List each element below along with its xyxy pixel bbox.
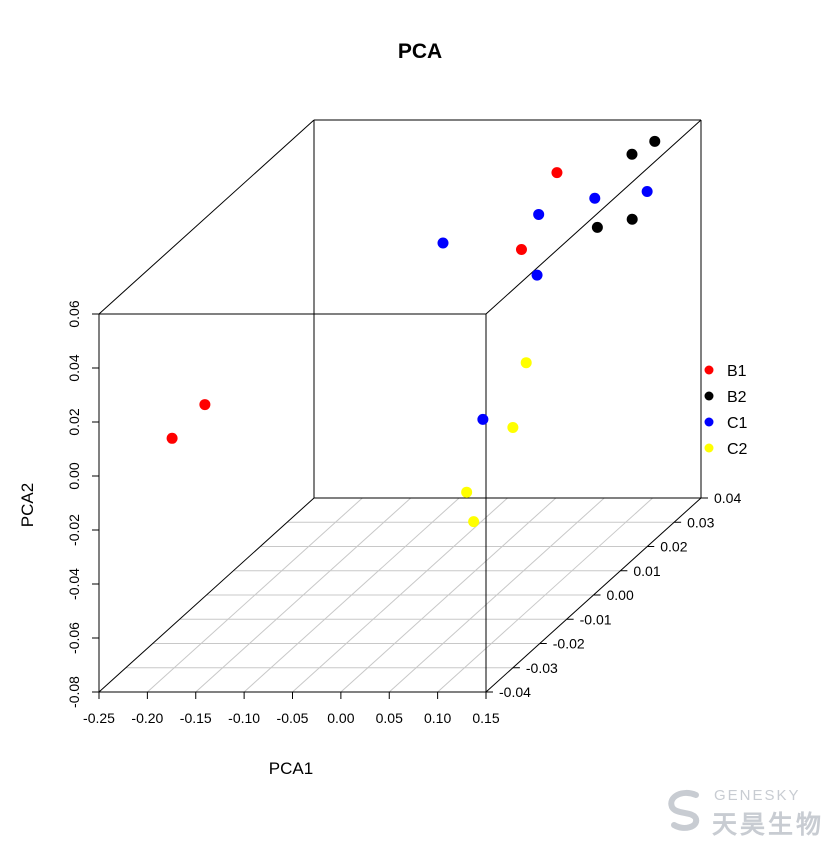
watermark-brand-cjk: 天昊生物 [712,810,825,839]
y-tick-label: 0.02 [66,408,82,435]
data-point-c1 [533,208,545,220]
plot-box [98,119,702,693]
legend-label: C1 [727,415,748,432]
x-tick-label: 0.10 [424,710,451,726]
x-tick-label: -0.20 [131,710,163,726]
y-tick-label: -0.08 [66,676,82,708]
data-point-c2 [461,486,473,498]
z-tick-label: 0.00 [607,587,634,603]
x-tick-label: -0.25 [83,710,115,726]
z-tick-label: 0.04 [714,490,741,506]
box-edge [98,119,315,315]
data-point-c1 [641,185,653,197]
data-point-b2 [626,148,638,160]
chart-title: PCA [398,40,442,63]
legend-marker-c2 [704,443,714,453]
data-point-b1 [551,167,563,179]
z-tick-label: -0.02 [553,636,585,652]
data-point-c1 [477,413,489,425]
legend-marker-b1 [704,365,714,375]
z-tick-label: -0.01 [580,611,612,627]
data-point-b2 [591,221,603,233]
z-tick-label: 0.02 [660,539,687,555]
z-axis-ticks: -0.04 -0.03 -0.02 -0.01 0.00 0.010.020.030.04 [486,490,741,700]
legend-label: C2 [727,441,748,458]
y-tick-label: -0.04 [66,568,82,600]
x-tick-label: -0.10 [228,710,260,726]
legend-label: B2 [727,389,747,406]
z-tick-label: 0.01 [633,563,660,579]
data-point-c1 [531,269,543,281]
watermark: GENESKY 天昊生物 [662,783,832,839]
box-edge [485,119,702,315]
watermark-brand-latin: GENESKY [714,787,801,804]
x-tick-label: 0.00 [327,710,354,726]
data-point-b1 [199,399,211,411]
y-axis-ticks: -0.08 -0.06 -0.04 -0.02 0.00 0.02 0.04 0.06 [66,300,99,708]
x-tick-label: -0.05 [277,710,309,726]
z-tick-label: -0.04 [499,684,531,700]
x-axis-label: PCA1 [269,759,313,778]
floor-grid [125,497,675,693]
z-tick-label: -0.03 [526,660,558,676]
data-point-c2 [520,357,532,369]
legend: B1 B2 C1 C2 [704,363,748,458]
y-tick-label: -0.06 [66,622,82,654]
legend-label: B1 [727,363,747,380]
y-axis-label: PCA2 [18,483,37,527]
x-tick-label: -0.15 [180,710,212,726]
genesky-logo-icon [668,789,700,831]
legend-marker-c1 [704,417,714,427]
y-tick-label: 0.04 [66,354,82,381]
box-edge [98,497,315,693]
y-tick-label: 0.06 [66,300,82,327]
data-point-c1 [437,237,449,249]
x-tick-label: 0.05 [376,710,403,726]
data-point-b2 [626,213,638,225]
data-point-b1 [515,244,527,255]
y-tick-label: 0.00 [66,462,82,489]
y-tick-label: -0.02 [66,514,82,546]
legend-marker-b2 [704,391,714,401]
data-point-c2 [507,421,519,433]
data-point-c1 [589,192,601,204]
z-tick-label: 0.03 [687,514,714,530]
data-point-b2 [649,135,661,147]
x-tick-label: 0.15 [472,710,499,726]
x-axis-ticks: -0.25 -0.20 -0.15 -0.10 -0.05 0.00 0.05 0.10 0.1… [83,692,500,726]
data-points [166,135,661,528]
data-point-c2 [468,516,480,528]
data-point-b1 [166,432,178,444]
